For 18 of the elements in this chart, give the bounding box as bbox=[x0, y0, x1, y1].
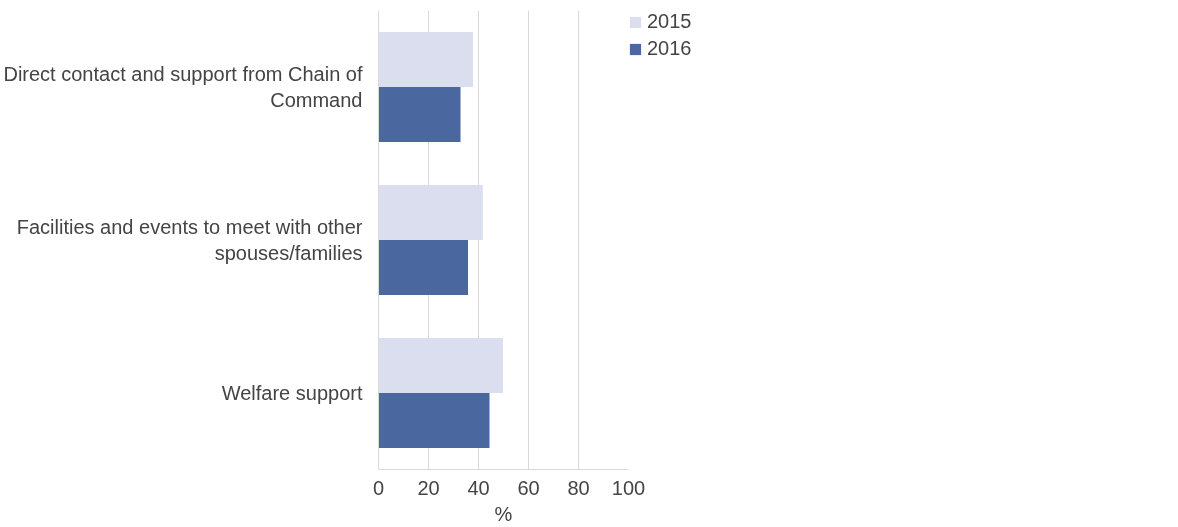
bar bbox=[378, 184, 483, 240]
x-tick-label: 20 bbox=[417, 476, 440, 499]
bar bbox=[378, 337, 503, 393]
y-tick-label: Welfare support bbox=[221, 382, 363, 404]
x-tick-label: 0 bbox=[372, 476, 385, 499]
legend-label: 2016 bbox=[647, 37, 692, 60]
x-tick-label: 60 bbox=[517, 476, 540, 499]
y-tick-label: Direct contact and support from Chain of Command bbox=[3, 62, 363, 112]
x-tick-label: 40 bbox=[467, 476, 490, 499]
bar bbox=[378, 87, 461, 143]
x-tick-label: 100 bbox=[611, 476, 646, 499]
x-axis-title: % bbox=[494, 502, 513, 525]
legend-label: 2015 bbox=[647, 10, 692, 33]
y-tick-label: Facilities and events to meet with other spouses/families bbox=[16, 215, 363, 265]
bar bbox=[378, 31, 473, 87]
bar bbox=[378, 240, 468, 296]
x-tick-label: 80 bbox=[567, 476, 590, 499]
bar bbox=[378, 393, 490, 449]
